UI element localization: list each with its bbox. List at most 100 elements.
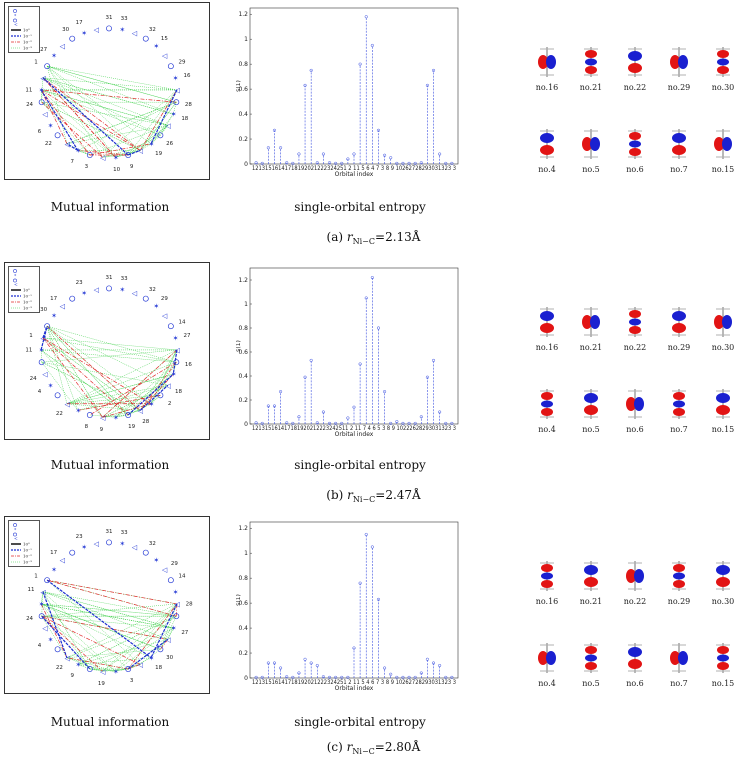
mi-edge-weak	[160, 113, 174, 136]
mi-edge-weak	[139, 102, 177, 151]
mi-node	[38, 359, 45, 366]
orbital-picture	[540, 307, 554, 337]
y-tick-label: 0	[244, 161, 248, 168]
mi-node-label: 32	[149, 541, 156, 547]
stem-marker	[444, 675, 448, 679]
mi-node-label: 19	[128, 424, 135, 430]
stem-marker	[383, 390, 387, 394]
mi-node: ✶	[171, 111, 177, 119]
mi-edge-weak	[42, 591, 177, 617]
mi-node-label: 16	[183, 73, 190, 79]
mi-edge-weak	[41, 361, 141, 411]
mutual-information-graph: ✶ ◁✶◁✶◁✶◁✶◁✶◁✶◁✶◁✶◁✶◁✶ ◁31 3332291428273018…	[26, 529, 193, 687]
stem-marker	[444, 161, 448, 165]
mi-node: ✶	[119, 540, 125, 548]
mi-node: ✶	[149, 654, 155, 662]
x-tick-labels: 12131516141718192021222324251 2 11 5 6 4…	[252, 165, 456, 172]
mi-edge-weak	[127, 89, 178, 156]
r-subscript: Ni−C	[352, 495, 376, 504]
stem-marker	[303, 657, 307, 661]
stem-marker	[425, 375, 429, 379]
orbital-cell: no.6	[614, 641, 656, 703]
mi-node-label: 11	[28, 587, 35, 593]
stem-marker	[321, 410, 325, 414]
panel-label: (b)	[326, 488, 344, 502]
mi-node-label: 33	[121, 276, 128, 282]
mi-edge-medium	[160, 639, 169, 650]
mi-edge-medium	[40, 89, 68, 144]
mi-node: ✶	[75, 661, 81, 669]
stem-marker	[376, 597, 381, 601]
caption-mutual-information: Mutual information	[50, 715, 170, 729]
stem-marker	[364, 296, 368, 300]
caption-single-orbital-entropy: single-orbital entropy	[294, 458, 426, 472]
mi-node	[125, 152, 132, 158]
mi-edge-weak	[46, 326, 79, 411]
mi-node	[167, 577, 174, 584]
mi-node-label: 22	[56, 665, 63, 671]
stem-marker	[383, 666, 387, 670]
panel-b: ✶ ◁ ✶ ◁ ✶ ◁ ✶ ◁ ✶ ◁ ✶ ◁ ✶ ◁ ✶ ◁ ✶ ◁ ✶ ◁ ✶ ◁ 31 33 32 29 14 27 16 18 2 2…	[0, 260, 747, 510]
stem-marker	[291, 421, 295, 425]
y-tick-label: 0.2	[238, 650, 248, 657]
stem-marker	[425, 83, 429, 87]
mi-node	[69, 549, 76, 556]
stem-marker	[309, 68, 313, 72]
mi-edge-weak	[42, 337, 177, 363]
orbital-picture	[540, 389, 554, 419]
stem-marker	[254, 675, 258, 679]
mi-node-label: 6	[38, 129, 42, 135]
mi-node-label: 16	[185, 362, 192, 368]
orbital-label: no.29	[667, 83, 691, 92]
mi-edge-weak	[41, 603, 177, 617]
mi-node: ✶	[113, 154, 119, 162]
stem-marker	[279, 666, 283, 670]
mi-edge-weak	[102, 143, 152, 158]
svg-text:10⁻³: 10⁻³	[23, 306, 32, 311]
mi-edge-weak	[42, 77, 174, 115]
mi-node-label: 24	[26, 616, 33, 622]
stem-marker	[346, 675, 350, 679]
mi-node: ◁	[162, 566, 168, 574]
stem-marker	[450, 421, 454, 425]
mi-edge-weak	[41, 349, 177, 363]
mi-node: ◁	[165, 636, 171, 644]
orbital-images: no.16 no.21 no.22 no.29 no.30 no.4 no.5 no.6 no.…	[526, 559, 747, 709]
mi-edge-weak	[66, 395, 161, 405]
orbital-cell: no.16	[526, 45, 568, 107]
mi-edge-weak	[77, 664, 90, 670]
mi-node-label: 27	[40, 47, 47, 53]
mi-node: ✶	[119, 26, 125, 34]
x-tick-labels: 12131516141718192021222324251 2 11 5 4 6…	[252, 679, 456, 686]
mi-edge-medium	[139, 373, 174, 411]
stem-marker	[334, 421, 338, 425]
orbital-cell: no.15	[702, 127, 744, 189]
mi-edge-weak	[47, 579, 177, 617]
orbital-label: no.30	[711, 343, 735, 352]
mi-node	[125, 666, 132, 672]
mi-edge-medium	[77, 150, 129, 156]
mi-edge-weak	[41, 615, 174, 629]
mi-node	[173, 359, 180, 366]
stem-marker	[315, 663, 319, 668]
stem-marker	[266, 146, 270, 150]
stem-marker	[419, 671, 423, 675]
mi-node: ✶	[48, 636, 54, 644]
orbital-cell: no.29	[658, 45, 700, 107]
mi-node-label: 14	[178, 319, 185, 325]
mi-node: ◁	[64, 654, 70, 662]
mi-node-label: 27	[181, 630, 188, 636]
mi-edge-weak	[42, 337, 177, 351]
mi-edge-medium	[139, 89, 178, 151]
orbital-cell: no.29	[658, 559, 700, 621]
y-tick-label: 1.2	[238, 525, 248, 532]
svg-text:<: <	[14, 282, 18, 288]
mutual-information-graph: ✶ ◁✶◁✶◁✶◁✶◁✶◁✶◁✶◁✶◁✶◁✶ ◁31 3332152916281826…	[25, 15, 192, 173]
mi-edge-weak	[46, 66, 116, 158]
mi-node-label: 30	[62, 27, 69, 33]
mi-node	[173, 99, 180, 106]
stem-marker	[352, 152, 356, 156]
panel-caption: (c) rNi−C=2.80Å	[0, 740, 747, 756]
mi-edge-weak	[102, 615, 177, 672]
mi-node-label: 28	[185, 102, 192, 108]
